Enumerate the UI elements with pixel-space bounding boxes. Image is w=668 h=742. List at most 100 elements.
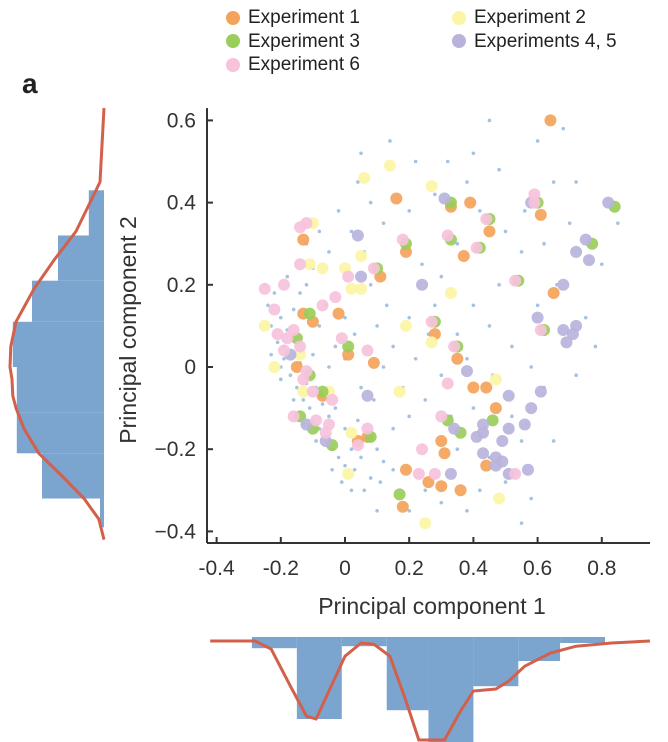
background-point bbox=[304, 283, 309, 287]
x-tick-label: -0.2 bbox=[263, 557, 299, 580]
point-experiment-6 bbox=[470, 241, 483, 254]
background-point bbox=[542, 241, 546, 246]
point-experiment-1 bbox=[457, 250, 470, 263]
background-point bbox=[375, 324, 379, 328]
point-experiments-4-5 bbox=[351, 229, 364, 242]
background-point bbox=[349, 229, 354, 234]
point-experiment-1 bbox=[399, 245, 412, 258]
histogram-bar bbox=[58, 235, 104, 281]
background-point bbox=[593, 344, 598, 349]
background-point bbox=[561, 126, 566, 131]
point-experiment-2 bbox=[345, 426, 358, 439]
point-experiment-1 bbox=[483, 225, 496, 238]
point-experiment-6 bbox=[361, 422, 374, 435]
background-point bbox=[285, 274, 290, 279]
legend-marker bbox=[452, 34, 466, 49]
background-point bbox=[384, 303, 389, 308]
background-point bbox=[471, 151, 476, 156]
point-experiment-2 bbox=[444, 287, 457, 300]
y-tick-label: −0.2 bbox=[155, 438, 196, 461]
point-experiment-3 bbox=[316, 385, 329, 398]
point-experiments-4-5 bbox=[319, 434, 332, 447]
background-point bbox=[352, 332, 357, 336]
point-experiment-6 bbox=[297, 373, 310, 386]
point-experiments-4-5 bbox=[534, 385, 547, 398]
point-experiment-1 bbox=[480, 381, 493, 394]
histogram-bar bbox=[42, 453, 104, 499]
point-experiments-4-5 bbox=[560, 336, 573, 349]
point-experiments-4-5 bbox=[570, 245, 583, 258]
point-experiment-6 bbox=[367, 262, 380, 275]
point-experiment-6 bbox=[412, 467, 425, 480]
y-tick-label: 0.2 bbox=[167, 274, 196, 297]
point-experiment-6 bbox=[281, 332, 294, 345]
point-experiment-6 bbox=[528, 188, 541, 201]
background-point bbox=[301, 398, 306, 402]
point-experiment-6 bbox=[528, 196, 541, 209]
background-point bbox=[471, 406, 476, 410]
point-experiment-1 bbox=[480, 459, 493, 472]
background-point bbox=[574, 373, 578, 378]
point-experiment-6 bbox=[278, 344, 291, 357]
point-experiment-1 bbox=[547, 287, 560, 300]
point-experiment-1 bbox=[342, 348, 355, 361]
point-experiment-2 bbox=[489, 373, 502, 386]
y-axis-label: Principal component 2 bbox=[115, 216, 141, 444]
histogram-bar bbox=[518, 637, 561, 661]
background-point bbox=[455, 241, 460, 246]
histogram-bar bbox=[16, 412, 104, 454]
background-point bbox=[574, 180, 578, 184]
legend-item-experiment-1: Experiment 1 bbox=[226, 6, 360, 30]
background-point bbox=[471, 303, 476, 308]
point-experiment-1 bbox=[544, 114, 557, 127]
histogram-bar bbox=[12, 321, 104, 367]
background-point bbox=[275, 340, 280, 345]
background-point bbox=[279, 377, 283, 382]
background-point bbox=[423, 398, 428, 402]
background-point bbox=[368, 283, 373, 287]
background-point bbox=[307, 406, 312, 410]
background-point bbox=[510, 344, 514, 349]
point-experiment-2 bbox=[393, 385, 406, 398]
background-point bbox=[478, 488, 482, 493]
background-point bbox=[600, 262, 604, 267]
panel-label: a bbox=[22, 68, 38, 99]
background-point bbox=[616, 221, 620, 225]
background-point bbox=[372, 398, 376, 402]
background-point bbox=[497, 167, 501, 172]
point-experiment-6 bbox=[425, 315, 438, 328]
background-point bbox=[359, 151, 363, 156]
legend-item-experiment-3: Experiment 3 bbox=[226, 30, 360, 54]
histogram-bar bbox=[88, 190, 104, 236]
point-experiment-2 bbox=[355, 282, 368, 295]
point-experiments-4-5 bbox=[477, 418, 490, 431]
background-point bbox=[317, 229, 322, 234]
point-experiment-2 bbox=[297, 385, 310, 398]
background-point bbox=[279, 315, 283, 320]
density-curve bbox=[210, 639, 651, 742]
background-point bbox=[455, 447, 460, 452]
point-experiments-4-5 bbox=[444, 467, 457, 480]
point-experiment-6 bbox=[509, 274, 522, 287]
point-experiment-6 bbox=[329, 291, 342, 304]
background-point bbox=[407, 509, 412, 513]
background-point bbox=[551, 180, 556, 184]
y-tick-label: 0.4 bbox=[167, 192, 197, 215]
background-point bbox=[375, 447, 379, 452]
point-experiment-2 bbox=[258, 319, 271, 332]
background-point bbox=[503, 480, 508, 484]
point-experiment-6 bbox=[294, 340, 307, 353]
point-experiment-3 bbox=[303, 307, 316, 320]
point-experiment-1 bbox=[451, 352, 464, 365]
legend-label: Experiment 1 bbox=[248, 7, 360, 28]
point-experiments-4-5 bbox=[525, 402, 538, 415]
histogram-bar bbox=[341, 637, 387, 647]
point-experiment-6 bbox=[258, 282, 271, 295]
legend-label: Experiment 6 bbox=[248, 54, 360, 75]
legend-item-experiment-6: Experiment 6 bbox=[226, 53, 360, 77]
point-experiment-2 bbox=[355, 250, 368, 263]
background-point bbox=[352, 467, 357, 472]
background-point bbox=[391, 467, 395, 472]
background-point bbox=[343, 426, 347, 431]
